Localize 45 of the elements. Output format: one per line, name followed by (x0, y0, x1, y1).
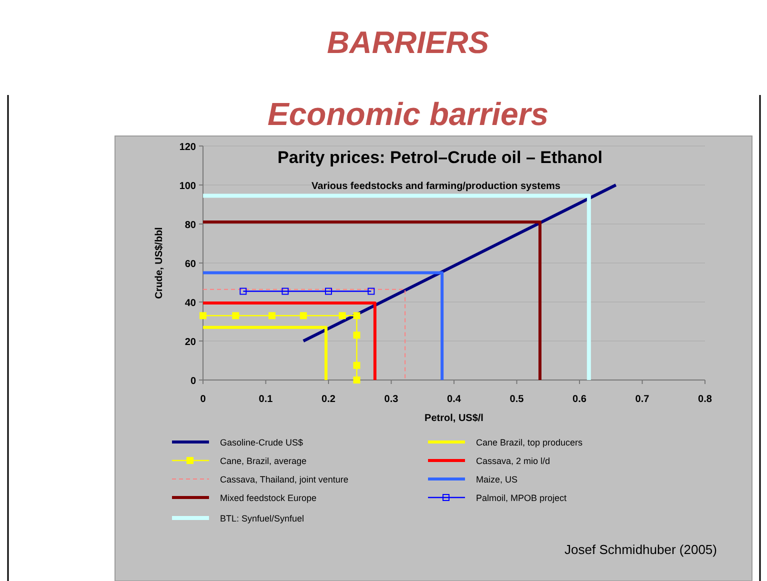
text: Josef Schmidhuber (2005) (564, 542, 717, 557)
y-tick-label: 80 (184, 220, 196, 231)
y-tick-label: 0 (190, 376, 196, 387)
text: BARRIERS (327, 25, 490, 60)
point (282, 288, 289, 295)
point (268, 312, 276, 320)
legend-label: Maize, US (476, 474, 518, 484)
point (338, 312, 346, 320)
point (300, 312, 307, 320)
x-tick-label: 0.6 (572, 394, 587, 405)
point (353, 312, 360, 320)
y-tick-label: 60 (184, 259, 196, 270)
text: Various feedstocks and farming/production systems (312, 181, 561, 192)
point (325, 288, 332, 295)
legend-label: Cane, Brazil, average (220, 456, 307, 466)
y-tick-label: 20 (184, 337, 196, 348)
y-tick-label: 100 (179, 181, 196, 192)
legend-label: Palmoil, MPOB project (476, 493, 568, 503)
legend-label: Gasoline-Crude US$ (220, 438, 304, 448)
y-tick-label: 120 (179, 142, 196, 153)
point (353, 362, 360, 369)
y-axis-title: Crude, US$/bbl (154, 226, 165, 299)
x-tick-label: 0.8 (698, 394, 712, 405)
x-tick-label: 0.3 (384, 394, 399, 405)
point (368, 288, 375, 295)
point (200, 312, 206, 320)
point (353, 332, 360, 339)
point (232, 312, 240, 320)
legend-label: Cane Brazil, top producers (476, 438, 584, 448)
x-tick-label: 0.5 (510, 394, 524, 405)
x-tick-label: 0.2 (322, 394, 336, 405)
legend-label: BTL: Synfuel/Synfuel (220, 514, 304, 524)
x-tick-label: 0.1 (258, 394, 274, 405)
x-tick-label: 0.4 (447, 394, 462, 405)
x-tick-label: 0 (200, 394, 206, 405)
point (240, 288, 247, 295)
chart-title: Parity prices: Petrol–Crude oil – Ethanol (278, 148, 602, 167)
x-tick-label: 0.7 (635, 394, 650, 405)
legend-label: Mixed feedstock Europe (220, 493, 317, 503)
y-tick-label: 40 (184, 298, 196, 309)
legend-label: Cassava, Thailand, joint venture (220, 474, 348, 484)
legend-label: Cassava, 2 mio l/d (476, 456, 550, 466)
point (353, 376, 360, 384)
text: Economic barriers (268, 96, 548, 132)
x-axis-title: Petrol, US$/l (424, 413, 484, 424)
